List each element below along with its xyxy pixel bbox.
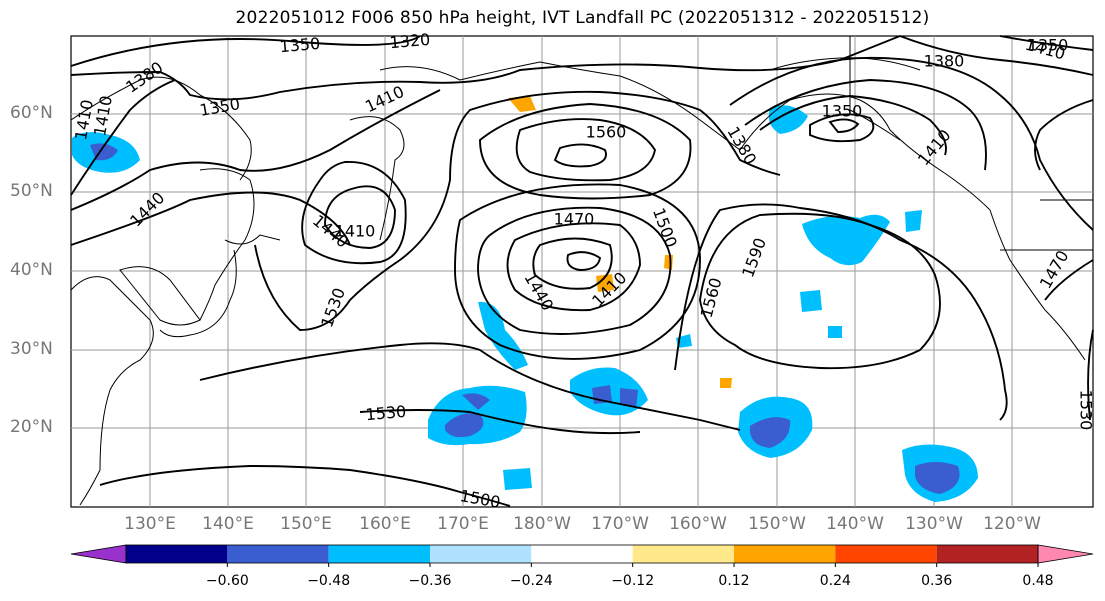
colorbar-tick-label: 0.36 [921,573,953,589]
colorbar-segment [1037,544,1094,564]
colorbar [70,544,1094,567]
longitude-label: 160°W [669,514,727,534]
ivt-patch [902,444,978,502]
contour-label: 1470 [554,210,595,229]
longitude-label: 150°E [280,514,332,534]
colorbar-segment [70,544,127,564]
longitude-label: 140°W [826,514,884,534]
ivt-patch [738,396,813,458]
colorbar-segment [835,545,937,563]
contour-label: 1530 [1077,390,1096,431]
colorbar-segment [328,545,430,563]
graticule [71,36,1093,507]
ivt-patch [508,96,536,112]
longitude-label: 120°W [983,514,1041,534]
ivt-patch [828,326,842,338]
colorbar-segment [430,545,532,563]
contour-label: 1350 [279,34,321,56]
longitude-label: 140°E [202,514,254,534]
contour-label: 1350 [1028,36,1069,55]
colorbar-tick-label: 0.48 [1022,573,1054,589]
colorbar-tick-label: −0.12 [611,573,655,589]
latitude-label: 50°N [10,181,53,201]
longitude-label: 180°W [513,514,571,534]
contour-label: 1530 [365,402,407,424]
longitude-label: 150°W [748,514,806,534]
colorbar-segment [936,545,1038,563]
ivt-patch [72,132,140,173]
colorbar-tick-label: −0.48 [307,573,351,589]
height-contours [70,35,1094,507]
latitude-label: 20°N [10,417,53,437]
ivt-patch [664,255,673,270]
colorbar-tick-label: −0.36 [408,573,452,589]
colorbar-segment [632,545,734,563]
colorbar-segment [734,545,836,563]
ivt-shading [72,96,978,502]
latitude-label: 30°N [10,339,53,359]
ivt-patch [802,210,922,266]
colorbar-tick-label: −0.24 [509,573,553,589]
contour-label: 1320 [389,30,431,52]
contour-label: 1350 [822,102,863,121]
colorbar-segment [531,545,633,563]
colorbar-tick-label: 0.12 [718,573,750,589]
ivt-patch [428,385,527,446]
longitude-label: 130°W [905,514,963,534]
map-title: 2022051012 F006 850 hPa height, IVT Land… [235,8,930,28]
contour-label: 1380 [924,52,965,71]
ivt-patch [596,274,614,292]
longitude-label: 160°E [359,514,411,534]
coastlines [70,36,1093,506]
colorbar-tick-label: 0.24 [819,573,851,589]
ivt-patch [800,290,822,312]
longitude-label: 170°E [437,514,489,534]
contour-label: 1410 [335,222,376,241]
ivt-patch [503,468,532,490]
colorbar-segment [126,545,228,563]
ivt-patch [478,301,528,370]
colorbar-segment [227,545,329,563]
longitude-label: 130°E [124,514,176,534]
colorbar-frame [125,544,1039,564]
longitude-label: 170°W [591,514,649,534]
contour-label: 1560 [586,123,627,142]
ivt-patch [720,378,732,388]
latitude-label: 60°N [10,103,53,123]
latitude-label: 40°N [10,260,53,280]
ivt-patch [768,105,808,134]
colorbar-tick-label: −0.60 [205,573,249,589]
